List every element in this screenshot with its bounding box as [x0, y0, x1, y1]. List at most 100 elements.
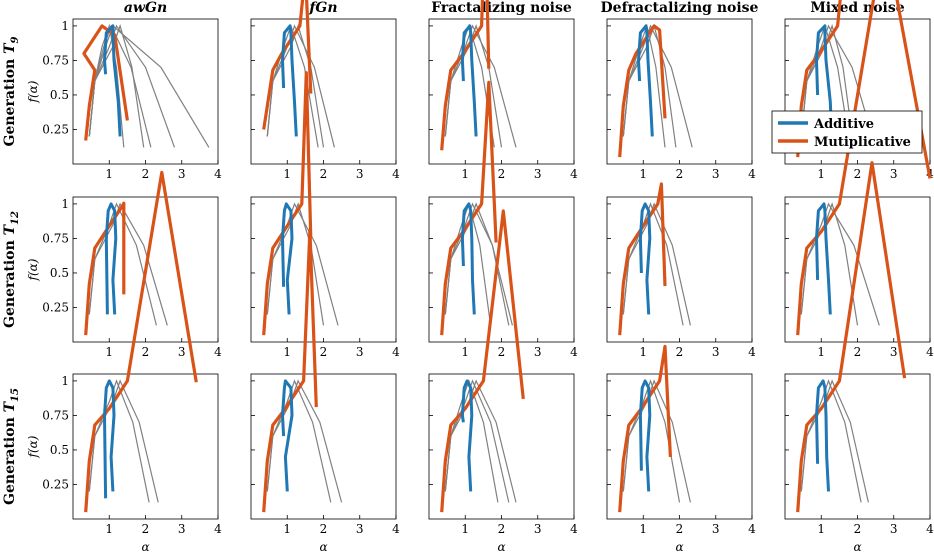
legend-label: Mutiplicative: [814, 135, 911, 150]
x-tick-label: 2: [320, 522, 328, 536]
additive-line: [637, 24, 654, 137]
axes-box: [784, 373, 931, 520]
panel-r1-c4: 1 2 3 4: [784, 0, 934, 359]
x-tick-label: 3: [356, 345, 364, 359]
x-tick-label: 1: [461, 345, 469, 359]
x-tick-label: 3: [178, 345, 186, 359]
x-tick-label: 3: [890, 167, 898, 181]
y-tick-label: 0.5: [50, 443, 69, 457]
panel-r2-c0: 1 2 3 4 0.25 0.5 0.75 1 f(α) α: [26, 170, 222, 554]
panel-r0-c3: 1 2 3 4: [606, 18, 756, 181]
x-tick-label: 3: [890, 345, 898, 359]
axes-box: [250, 18, 397, 165]
x-tick-label: 2: [498, 345, 506, 359]
row-title-prefix: Generation: [2, 412, 18, 505]
x-tick-label: 3: [534, 167, 542, 181]
panel-r2-c3: 1 2 3 4 α: [606, 344, 756, 554]
row-title-subscript: 9: [10, 36, 21, 43]
additive-line: [460, 24, 478, 137]
legend: Additive Mutiplicative: [771, 110, 923, 154]
additive-line: [103, 379, 116, 499]
additive-line: [815, 202, 832, 315]
x-tick-label: 2: [676, 167, 684, 181]
row-title-symbol: T: [2, 223, 18, 235]
y-axis-label: f(α): [26, 435, 40, 458]
row-title-subscript: 15: [10, 388, 21, 402]
additive-line: [638, 379, 652, 492]
x-tick-label: 4: [214, 345, 222, 359]
x-tick-label: 4: [748, 522, 756, 536]
y-axis-label: f(α): [26, 80, 40, 103]
y-tick-label: 0.5: [50, 266, 69, 280]
y-tick-label: 0.25: [42, 300, 69, 314]
row-title-prefix: Generation: [2, 54, 18, 147]
additive-line: [638, 202, 652, 315]
x-axis-label: α: [141, 540, 149, 554]
axes-box: [428, 18, 575, 165]
multiplicative-line: [440, 209, 525, 513]
panel-r1-c0: 1 2 3 4 0.25 0.5 0.75 1 f(α): [26, 196, 222, 359]
panel-r2-c1: 1 2 3 4 α: [250, 228, 400, 554]
y-tick-label: 0.25: [42, 477, 69, 491]
x-tick-label: 4: [392, 167, 400, 181]
column-title-3: Defractalizing noise: [601, 0, 759, 16]
x-tick-label: 1: [461, 167, 469, 181]
x-tick-label: 2: [676, 522, 684, 536]
x-tick-label: 4: [392, 345, 400, 359]
x-tick-label: 2: [854, 167, 862, 181]
y-tick-label: 0.75: [42, 231, 69, 245]
y-tick-label: 1: [61, 197, 69, 211]
x-axis-label: α: [675, 540, 683, 554]
x-tick-label: 1: [105, 167, 113, 181]
x-tick-label: 3: [712, 522, 720, 536]
multiplicative-line: [82, 24, 129, 141]
additive-line: [281, 24, 298, 137]
row-title-symbol: T: [2, 42, 18, 54]
row-title-prefix: Generation: [2, 235, 18, 328]
axes-box: [606, 373, 753, 520]
x-tick-label: 1: [817, 167, 825, 181]
surrogate-line: [800, 23, 851, 148]
x-tick-label: 2: [854, 345, 862, 359]
x-tick-label: 1: [639, 167, 647, 181]
y-axis-label: f(α): [26, 258, 40, 281]
row-title-2: Generation T15: [2, 388, 21, 505]
panel-r0-c2: 1 2 3 4: [428, 0, 578, 181]
x-tick-label: 4: [392, 522, 400, 536]
additive-line: [815, 24, 834, 144]
x-tick-label: 4: [926, 522, 934, 536]
x-tick-label: 2: [498, 522, 506, 536]
panel-r0-c1: 1 2 3 4: [250, 0, 400, 181]
column-title-2: Fractalizing noise: [431, 0, 572, 16]
x-axis-label: α: [319, 540, 327, 554]
x-tick-label: 4: [748, 345, 756, 359]
surrogate-line: [622, 379, 681, 503]
axes-box: [250, 196, 397, 343]
x-tick-label: 2: [142, 522, 150, 536]
x-tick-label: 3: [534, 522, 542, 536]
x-tick-label: 1: [817, 345, 825, 359]
x-tick-label: 2: [320, 345, 328, 359]
additive-line: [460, 202, 476, 315]
x-tick-label: 3: [712, 167, 720, 181]
x-tick-label: 4: [214, 522, 222, 536]
row-title-1: Generation T12: [2, 211, 21, 328]
surrogate-line: [88, 202, 157, 326]
x-tick-label: 1: [283, 522, 291, 536]
multiplicative-line: [262, 228, 318, 513]
additive-line: [281, 202, 294, 315]
x-axis-label: α: [853, 540, 861, 554]
x-tick-label: 3: [890, 522, 898, 536]
y-tick-label: 0.75: [42, 408, 69, 422]
x-tick-label: 2: [142, 167, 150, 181]
x-tick-label: 3: [712, 345, 720, 359]
axes-box: [72, 18, 219, 165]
multiplicative-line: [618, 24, 667, 158]
x-tick-label: 2: [676, 345, 684, 359]
additive-line: [460, 379, 474, 492]
x-tick-label: 3: [356, 522, 364, 536]
x-tick-label: 1: [817, 522, 825, 536]
column-title-0: awGn: [124, 0, 167, 16]
axes-box: [606, 18, 753, 165]
